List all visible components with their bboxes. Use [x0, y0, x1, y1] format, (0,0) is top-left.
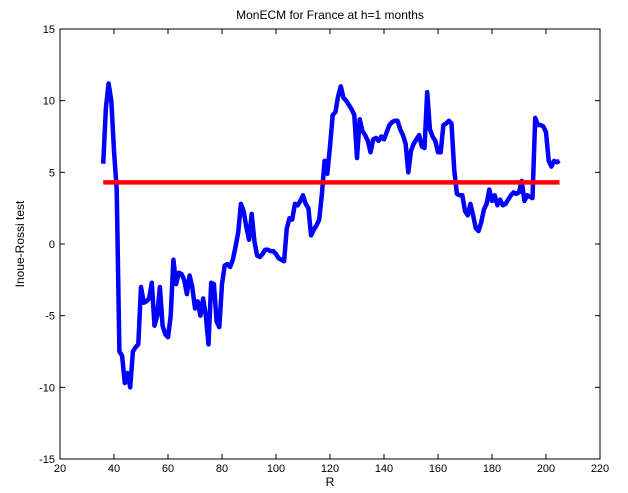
x-tick-label: 100 [267, 463, 285, 475]
x-tick-label: 120 [321, 463, 339, 475]
y-tick-label: -5 [45, 311, 55, 323]
x-tick-label: 60 [162, 463, 174, 475]
x-tick-label: 160 [429, 463, 447, 475]
x-tick-label: 80 [216, 463, 228, 475]
chart-title: MonECM for France at h=1 months [236, 8, 424, 22]
y-axis-label: Inoue-Rossi test [13, 200, 27, 287]
x-tick-label: 40 [108, 463, 120, 475]
y-tick-label: 5 [49, 167, 55, 179]
x-axis-label: R [326, 475, 335, 489]
y-tick-label: 15 [43, 24, 55, 36]
y-axis-ticks: -15 -10 -5 0 5 10 15 [39, 24, 600, 466]
series-layer [100, 81, 561, 390]
y-tick-label: 10 [43, 96, 55, 108]
y-tick-label: 0 [49, 239, 55, 251]
x-axis-ticks: 20 40 60 80 100 120 140 160 180 200 220 [54, 29, 609, 475]
y-tick-label: -15 [39, 454, 55, 466]
x-tick-label: 140 [375, 463, 393, 475]
x-tick-label: 220 [591, 463, 609, 475]
test-statistic-line [100, 81, 561, 390]
x-tick-label: 180 [483, 463, 501, 475]
y-tick-label: -10 [39, 382, 55, 394]
x-tick-label: 200 [537, 463, 555, 475]
plot-background [60, 29, 600, 459]
x-tick-label: 20 [54, 463, 66, 475]
